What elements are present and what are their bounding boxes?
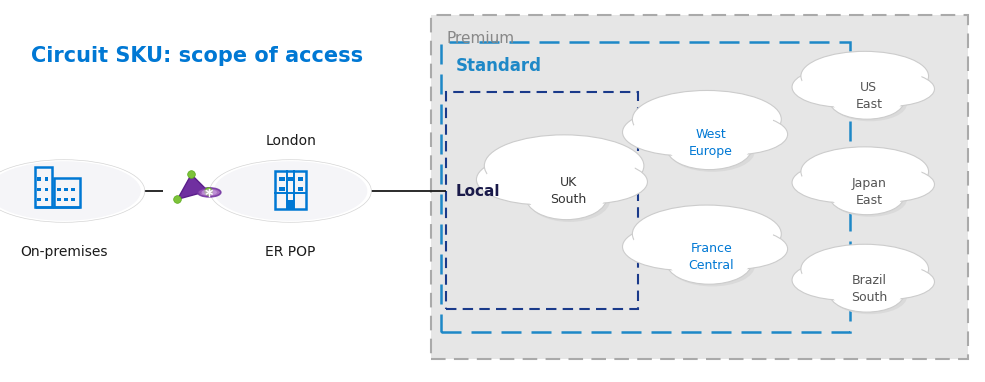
Text: US
East: US East bbox=[855, 81, 883, 111]
Circle shape bbox=[799, 262, 889, 298]
Circle shape bbox=[844, 264, 935, 299]
Circle shape bbox=[202, 189, 217, 195]
Circle shape bbox=[214, 161, 367, 221]
Text: Circuit SKU: scope of access: Circuit SKU: scope of access bbox=[31, 46, 363, 66]
Text: London: London bbox=[265, 134, 316, 148]
Circle shape bbox=[691, 117, 779, 151]
Circle shape bbox=[623, 108, 744, 156]
Ellipse shape bbox=[831, 180, 902, 213]
Circle shape bbox=[485, 135, 644, 197]
FancyBboxPatch shape bbox=[71, 198, 75, 201]
Circle shape bbox=[801, 147, 929, 196]
Circle shape bbox=[792, 162, 896, 203]
FancyBboxPatch shape bbox=[45, 198, 48, 201]
Circle shape bbox=[852, 74, 928, 104]
Ellipse shape bbox=[669, 129, 750, 167]
Circle shape bbox=[210, 160, 371, 222]
Circle shape bbox=[198, 188, 221, 197]
Circle shape bbox=[535, 160, 647, 204]
FancyBboxPatch shape bbox=[37, 188, 40, 191]
Circle shape bbox=[799, 165, 889, 200]
Text: Japan
East: Japan East bbox=[851, 177, 886, 207]
Ellipse shape bbox=[528, 176, 605, 217]
Ellipse shape bbox=[529, 178, 610, 222]
Circle shape bbox=[630, 227, 736, 267]
Circle shape bbox=[640, 94, 773, 145]
FancyBboxPatch shape bbox=[64, 188, 68, 191]
Text: Local: Local bbox=[456, 183, 500, 199]
FancyBboxPatch shape bbox=[297, 177, 303, 181]
Circle shape bbox=[801, 244, 929, 294]
Circle shape bbox=[486, 158, 598, 201]
Circle shape bbox=[792, 260, 896, 300]
Text: On-premises: On-premises bbox=[21, 245, 107, 259]
Ellipse shape bbox=[831, 84, 902, 117]
Circle shape bbox=[799, 70, 889, 105]
FancyBboxPatch shape bbox=[57, 198, 60, 201]
FancyBboxPatch shape bbox=[297, 187, 303, 191]
Ellipse shape bbox=[670, 131, 755, 172]
Text: Standard: Standard bbox=[456, 57, 542, 75]
Ellipse shape bbox=[526, 174, 607, 220]
Ellipse shape bbox=[667, 127, 752, 170]
Circle shape bbox=[683, 114, 788, 155]
FancyBboxPatch shape bbox=[279, 187, 285, 191]
Circle shape bbox=[623, 223, 744, 270]
Circle shape bbox=[493, 138, 635, 193]
FancyBboxPatch shape bbox=[45, 188, 48, 191]
FancyBboxPatch shape bbox=[288, 199, 294, 209]
Text: Premium: Premium bbox=[446, 31, 514, 45]
Circle shape bbox=[801, 51, 929, 101]
Circle shape bbox=[544, 163, 638, 200]
Ellipse shape bbox=[829, 178, 904, 215]
Ellipse shape bbox=[667, 241, 752, 284]
Ellipse shape bbox=[831, 277, 902, 310]
Circle shape bbox=[808, 247, 922, 291]
Ellipse shape bbox=[829, 275, 904, 312]
FancyBboxPatch shape bbox=[37, 198, 40, 201]
FancyBboxPatch shape bbox=[37, 177, 40, 181]
Circle shape bbox=[844, 167, 935, 202]
Circle shape bbox=[808, 150, 922, 194]
Ellipse shape bbox=[829, 83, 904, 119]
Circle shape bbox=[630, 112, 736, 152]
Ellipse shape bbox=[832, 86, 907, 121]
Circle shape bbox=[808, 54, 922, 98]
FancyBboxPatch shape bbox=[279, 177, 285, 181]
Circle shape bbox=[852, 170, 928, 199]
Circle shape bbox=[852, 267, 928, 296]
Text: Brazil
South: Brazil South bbox=[851, 274, 886, 304]
Circle shape bbox=[683, 228, 788, 269]
Text: ER POP: ER POP bbox=[265, 245, 316, 259]
FancyBboxPatch shape bbox=[45, 177, 48, 181]
FancyBboxPatch shape bbox=[64, 198, 68, 201]
Circle shape bbox=[844, 71, 935, 106]
FancyBboxPatch shape bbox=[57, 188, 60, 191]
Text: West
Europe: West Europe bbox=[690, 128, 733, 158]
Text: France
Central: France Central bbox=[689, 243, 734, 272]
Circle shape bbox=[0, 160, 145, 222]
Circle shape bbox=[640, 208, 773, 260]
Polygon shape bbox=[177, 175, 208, 199]
Circle shape bbox=[477, 154, 607, 205]
FancyBboxPatch shape bbox=[431, 15, 968, 359]
Ellipse shape bbox=[669, 244, 750, 282]
FancyBboxPatch shape bbox=[71, 188, 75, 191]
Circle shape bbox=[0, 161, 141, 221]
Ellipse shape bbox=[832, 182, 907, 217]
Ellipse shape bbox=[832, 279, 907, 314]
Circle shape bbox=[632, 205, 781, 263]
Circle shape bbox=[792, 67, 896, 107]
FancyBboxPatch shape bbox=[289, 177, 294, 181]
Ellipse shape bbox=[670, 246, 755, 286]
Text: UK
South: UK South bbox=[551, 176, 586, 206]
Circle shape bbox=[691, 232, 779, 266]
Circle shape bbox=[632, 91, 781, 148]
